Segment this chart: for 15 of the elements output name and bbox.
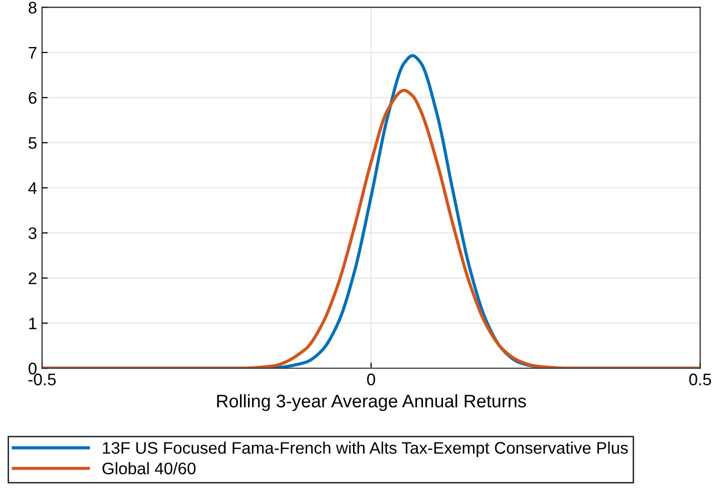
x-tick-label: -0.5 [28,374,56,386]
legend-label: Global 40/60 [102,462,196,474]
y-tick-label: 0 [28,362,37,374]
y-tick-label: 1 [29,318,36,330]
x-axis-title: Rolling 3-year Average Annual Returns [217,394,526,412]
y-tick-label: 2 [28,272,36,284]
y-tick-label: 8 [28,2,36,14]
x-tick-label: 0.5 [689,374,712,386]
y-tick-label: 4 [28,182,37,194]
legend-label: 13F US Focused Fama-French with Alts Tax-Exempt Conservative Plus [102,442,628,458]
y-tick-label: 7 [28,47,36,59]
y-tick-label: 3 [28,227,36,240]
y-tick-label: 5 [28,137,37,149]
y-tick-label: 6 [28,92,36,104]
x-tick-label: 0 [367,374,376,386]
